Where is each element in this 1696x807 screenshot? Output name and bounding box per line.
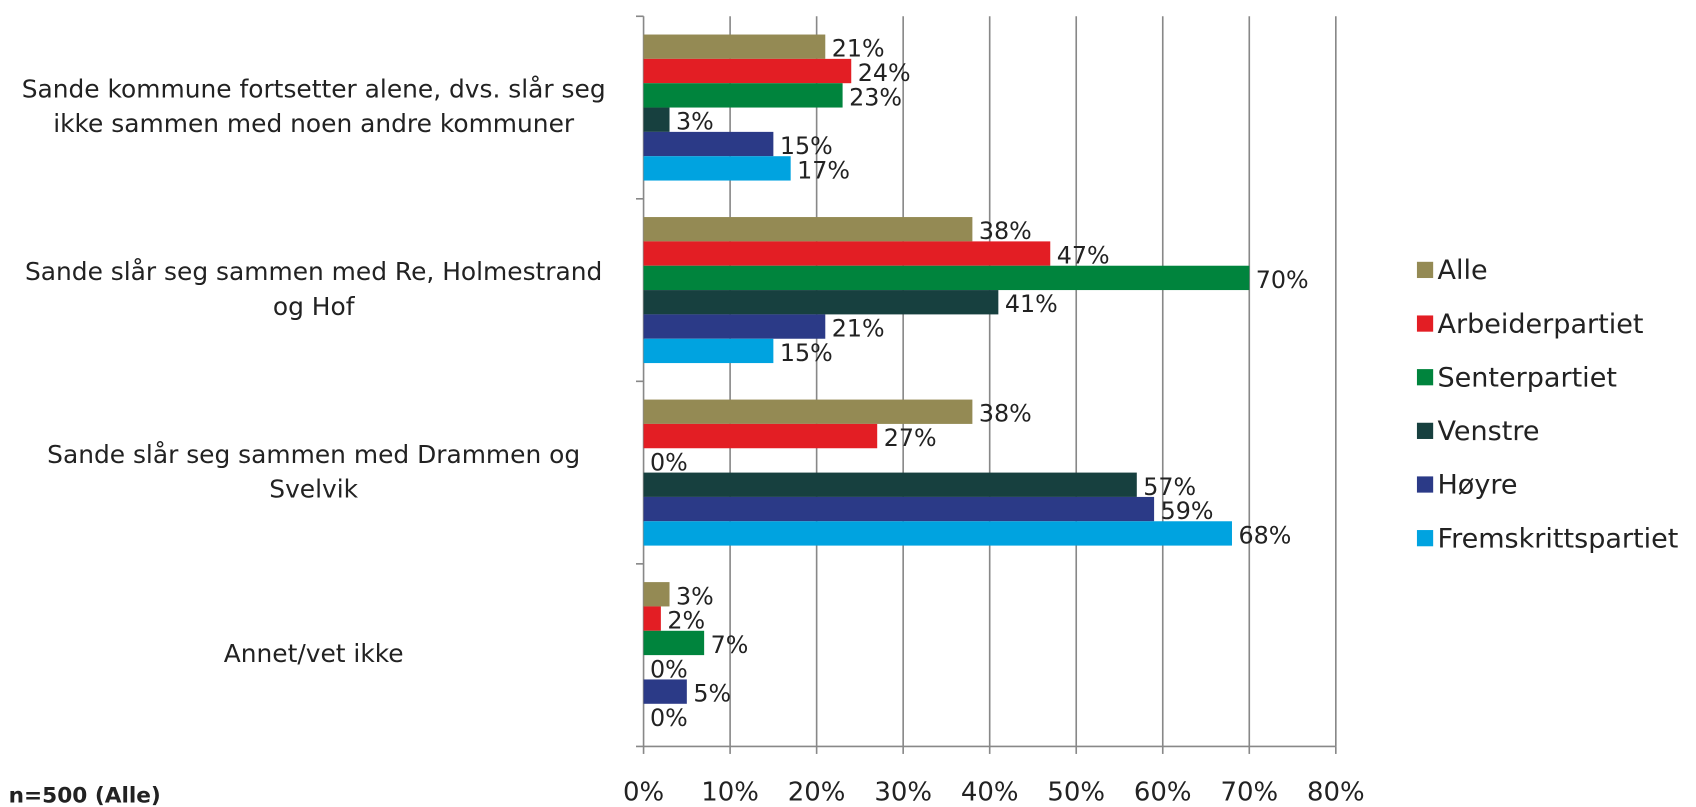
x-tick-label: 60%	[1134, 777, 1192, 807]
data-label: 0%	[650, 704, 688, 732]
bar	[643, 679, 687, 704]
legend-swatch	[1416, 315, 1434, 332]
legend-label: Venstre	[1437, 416, 1539, 447]
data-label: 38%	[979, 217, 1032, 245]
legend-label: Arbeiderpartiet	[1437, 309, 1643, 340]
legend-swatch	[1416, 530, 1434, 547]
y-tick-label: Annet/vet ikke	[223, 640, 404, 669]
bar	[643, 241, 1051, 266]
data-label: 7%	[711, 631, 749, 659]
legend-swatch	[1416, 422, 1434, 439]
legend-swatch	[1416, 369, 1434, 386]
bar	[643, 630, 705, 656]
x-tick-label: 30%	[874, 777, 932, 807]
bar	[643, 290, 999, 315]
x-tick-label: 80%	[1307, 777, 1365, 807]
x-tick-label: 20%	[788, 777, 846, 807]
bar	[643, 265, 1250, 291]
data-label: 21%	[832, 35, 885, 63]
data-label: 5%	[693, 680, 731, 708]
bar	[643, 131, 774, 157]
legend-swatch	[1416, 476, 1434, 493]
bar	[643, 83, 843, 108]
category-label-box: Annet/vet ikke	[223, 640, 404, 669]
bar	[643, 472, 1137, 497]
bar	[643, 423, 878, 449]
data-label: 0%	[650, 448, 688, 476]
data-label: 59%	[1161, 497, 1214, 525]
data-label: 70%	[1256, 266, 1309, 294]
bar	[643, 606, 661, 631]
x-tick-label: 50%	[1047, 777, 1105, 807]
legend-label: Høyre	[1437, 470, 1517, 501]
data-label: 21%	[832, 315, 885, 343]
bar	[643, 338, 774, 364]
data-label: 15%	[780, 339, 833, 367]
data-label: 15%	[780, 132, 833, 160]
y-tick-label: Sande slår seg sammen med Drammen og Sve…	[47, 440, 581, 504]
bar	[643, 156, 791, 181]
x-tick-label: 70%	[1220, 777, 1278, 807]
bar	[643, 107, 670, 132]
data-label: 41%	[1005, 290, 1058, 318]
bar	[643, 58, 852, 84]
data-label: 47%	[1057, 242, 1110, 270]
bar	[643, 496, 1155, 522]
legend-label: Senterpartiet	[1437, 362, 1616, 393]
legend-label: Alle	[1437, 255, 1487, 286]
data-label: 68%	[1238, 521, 1291, 549]
y-tick-label: Sande slår seg sammen med Re, Holmestran…	[24, 258, 603, 322]
bar	[643, 521, 1232, 546]
data-label: 3%	[676, 582, 714, 610]
legend-swatch	[1416, 261, 1434, 279]
bar	[643, 582, 670, 607]
data-label: 2%	[667, 607, 705, 635]
x-tick-label: 10%	[701, 777, 759, 807]
data-label: 0%	[650, 655, 688, 683]
data-label: 24%	[858, 59, 911, 87]
bar	[643, 217, 973, 242]
category-label-box: Sande slår seg sammen med Re, Holmestran…	[24, 258, 603, 322]
category-label-box: Sande slår seg sammen med Drammen og Sve…	[47, 440, 581, 504]
category-label-box: Sande kommune fortsetter alene, dvs. slå…	[21, 75, 606, 139]
data-label: 57%	[1143, 473, 1196, 501]
data-label: 23%	[849, 83, 902, 111]
bar	[643, 314, 826, 339]
sample-note: n=500 (Alle)	[9, 784, 161, 807]
y-tick-label: Sande kommune fortsetter alene, dvs. slå…	[21, 75, 606, 139]
data-label: 38%	[979, 400, 1032, 428]
legend-label: Fremskrittspartiet	[1437, 523, 1678, 554]
data-label: 17%	[797, 156, 850, 184]
data-label: 3%	[676, 108, 714, 136]
x-tick-label: 40%	[961, 777, 1019, 807]
data-label: 27%	[884, 424, 937, 452]
bar	[643, 399, 973, 424]
bar	[643, 34, 826, 59]
x-tick-label: 0%	[623, 777, 664, 807]
